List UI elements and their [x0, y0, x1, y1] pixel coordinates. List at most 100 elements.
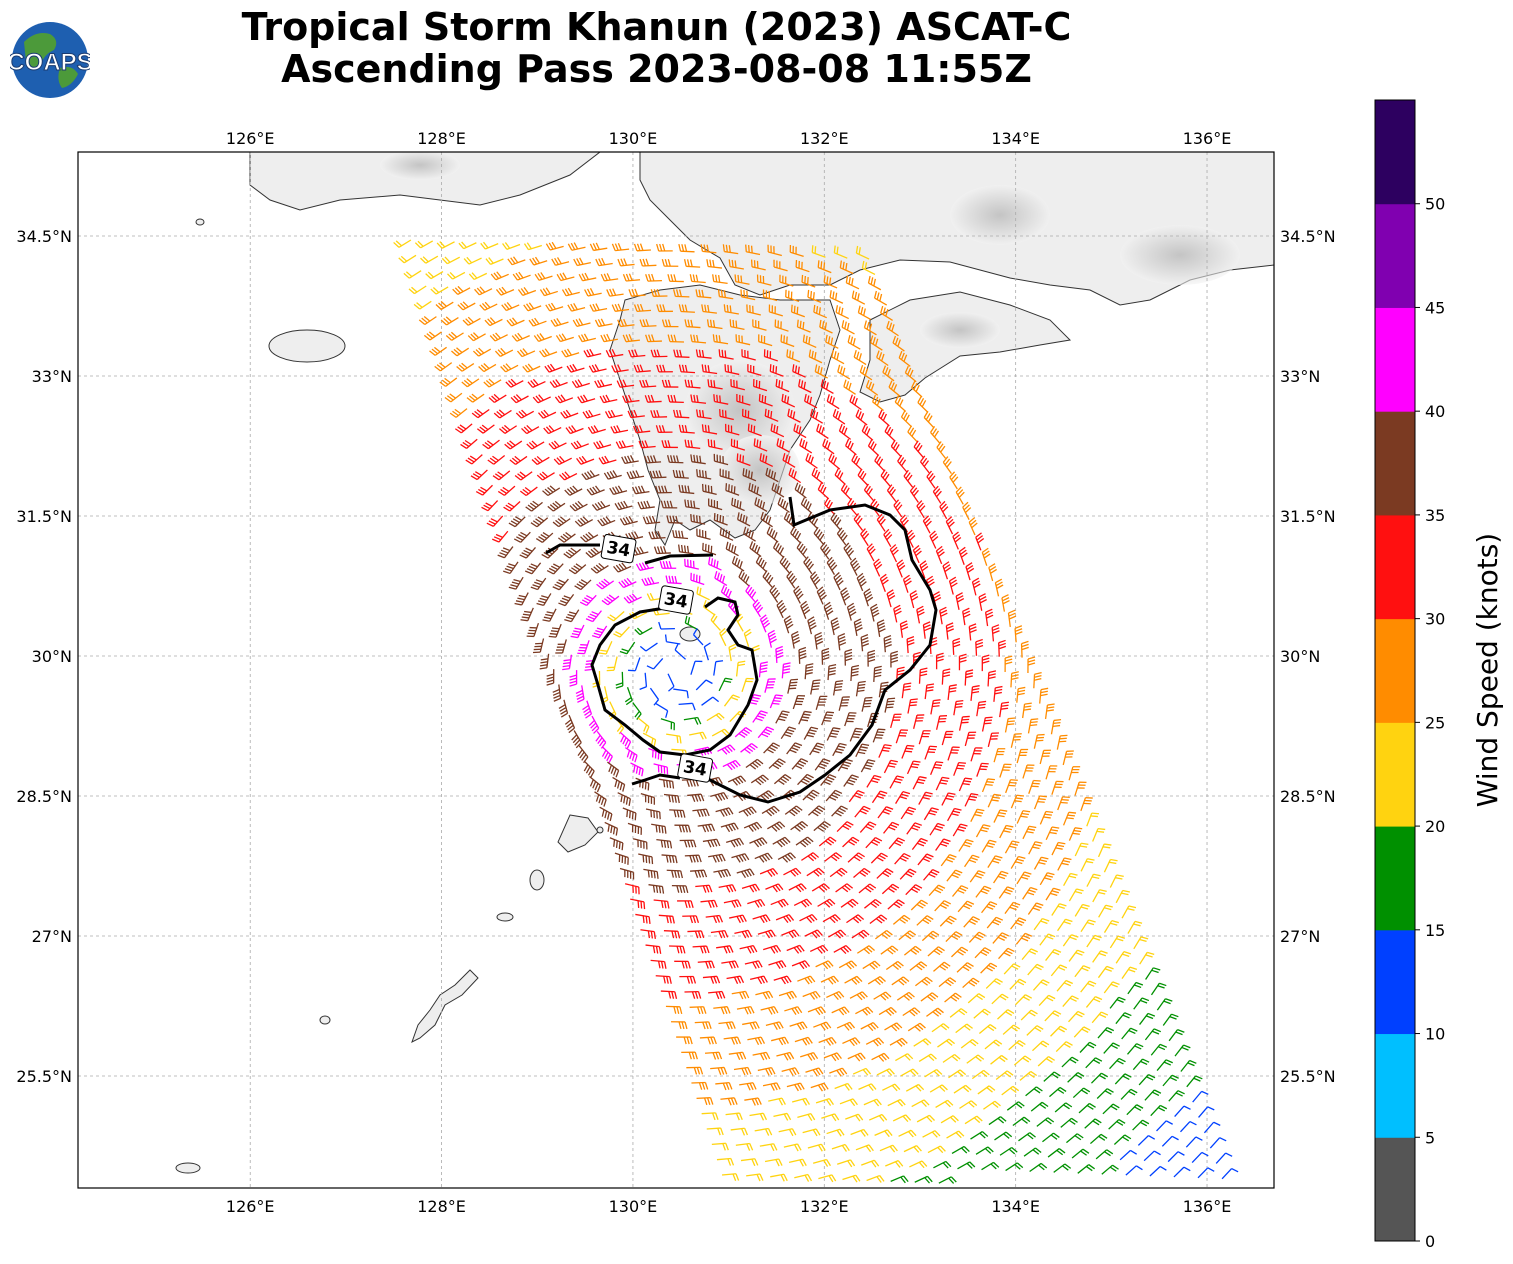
wind-barb [701, 1112, 719, 1121]
wind-barb [856, 945, 876, 955]
wind-barb [822, 914, 841, 924]
colorbar-tick-label: 25 [1425, 713, 1445, 732]
wind-barb [684, 439, 701, 449]
wind-barb [554, 394, 574, 404]
wind-barb [759, 453, 774, 467]
wind-barb [1162, 1013, 1179, 1026]
wind-barb [892, 335, 905, 352]
wind-barb [860, 1022, 879, 1032]
wind-barb [863, 588, 874, 607]
wind-barb [1010, 917, 1027, 930]
wind-barb [802, 789, 820, 801]
wind-barb [848, 790, 865, 803]
wind-barb [949, 1008, 968, 1018]
wind-barb [860, 528, 870, 547]
wind-barb [710, 929, 729, 939]
wind-barb [619, 867, 635, 880]
wind-barb [965, 562, 975, 581]
wind-barb [712, 274, 728, 285]
wind-barb [436, 241, 455, 249]
wind-barb [598, 640, 613, 655]
wind-barb [815, 695, 828, 711]
wind-barb [781, 393, 796, 408]
wind-barb [1036, 1117, 1055, 1127]
wind-barb [1109, 1057, 1126, 1070]
wind-barb [845, 275, 860, 290]
wind-barb [681, 1051, 698, 1060]
wind-barb [1097, 843, 1112, 858]
wind-barb [802, 334, 817, 349]
wind-barb [975, 638, 984, 656]
wind-barb [1044, 703, 1055, 720]
wind-barb [1043, 1071, 1061, 1082]
wind-barb [1198, 1106, 1215, 1118]
wind-barb [1078, 1102, 1096, 1114]
wind-barb [719, 527, 734, 541]
wind-barb [1010, 671, 1019, 688]
wind-barb [1114, 1073, 1132, 1085]
wind-barb [842, 1174, 861, 1183]
wind-barb [713, 868, 732, 878]
wind-barb [1057, 918, 1073, 932]
wind-barb [895, 791, 911, 804]
wind-barb [872, 394, 884, 412]
wind-barb [708, 990, 726, 1000]
land-island [679, 626, 701, 642]
wind-barb [551, 257, 570, 266]
wind-barb [1053, 1163, 1072, 1173]
wind-barb [1010, 733, 1022, 748]
wind-barb [713, 660, 724, 676]
wind-barb [564, 609, 580, 623]
wind-barb [590, 562, 609, 574]
wind-barb [813, 1021, 832, 1031]
wind-barb [595, 731, 607, 749]
lat-tick-label-right: 30°N [1280, 647, 1320, 666]
wind-barb [731, 990, 750, 1000]
wind-barb [622, 273, 641, 282]
wind-barb [1125, 1165, 1143, 1176]
wind-barb [725, 541, 739, 557]
wind-barb [648, 530, 666, 540]
wind-barb [622, 394, 640, 404]
wind-barb [591, 500, 611, 511]
wind-barb [661, 258, 679, 267]
wind-barb [586, 485, 605, 496]
wind-barb [821, 1113, 840, 1122]
wind-barb [871, 1052, 890, 1062]
wind-barb [708, 556, 722, 571]
wind-barb [878, 409, 890, 427]
wind-barb [829, 290, 844, 304]
wind-barb [918, 667, 928, 684]
wind-barb [758, 661, 768, 678]
wind-barb [589, 303, 608, 312]
wind-barb [1133, 997, 1150, 1010]
wind-barb [807, 1143, 826, 1152]
wind-barb [761, 805, 780, 817]
wind-barb [926, 1007, 944, 1017]
wind-barb [476, 424, 495, 434]
wind-barb [962, 501, 972, 520]
wind-barb [1022, 886, 1038, 900]
wind-barb [752, 1051, 771, 1061]
wind-barb [1080, 858, 1095, 872]
wind-barb [565, 425, 584, 435]
wind-barb [1062, 934, 1079, 947]
wind-barb [809, 742, 825, 756]
wind-barb [696, 1097, 714, 1106]
wind-barb [882, 365, 895, 382]
wind-barb [514, 592, 529, 606]
wind-barb [784, 805, 803, 817]
wind-barb [545, 241, 564, 251]
wind-barb [628, 657, 641, 672]
wind-barb [454, 423, 473, 434]
wind-barb [701, 424, 718, 435]
wind-barb [962, 607, 971, 626]
wind-barb [645, 808, 661, 820]
wind-barb [701, 364, 718, 375]
wind-barb [826, 556, 838, 575]
wind-barb [909, 484, 919, 503]
wind-barb [624, 883, 640, 895]
wind-barb [823, 601, 834, 620]
wind-barb [444, 392, 463, 403]
wind-barb [736, 868, 755, 879]
